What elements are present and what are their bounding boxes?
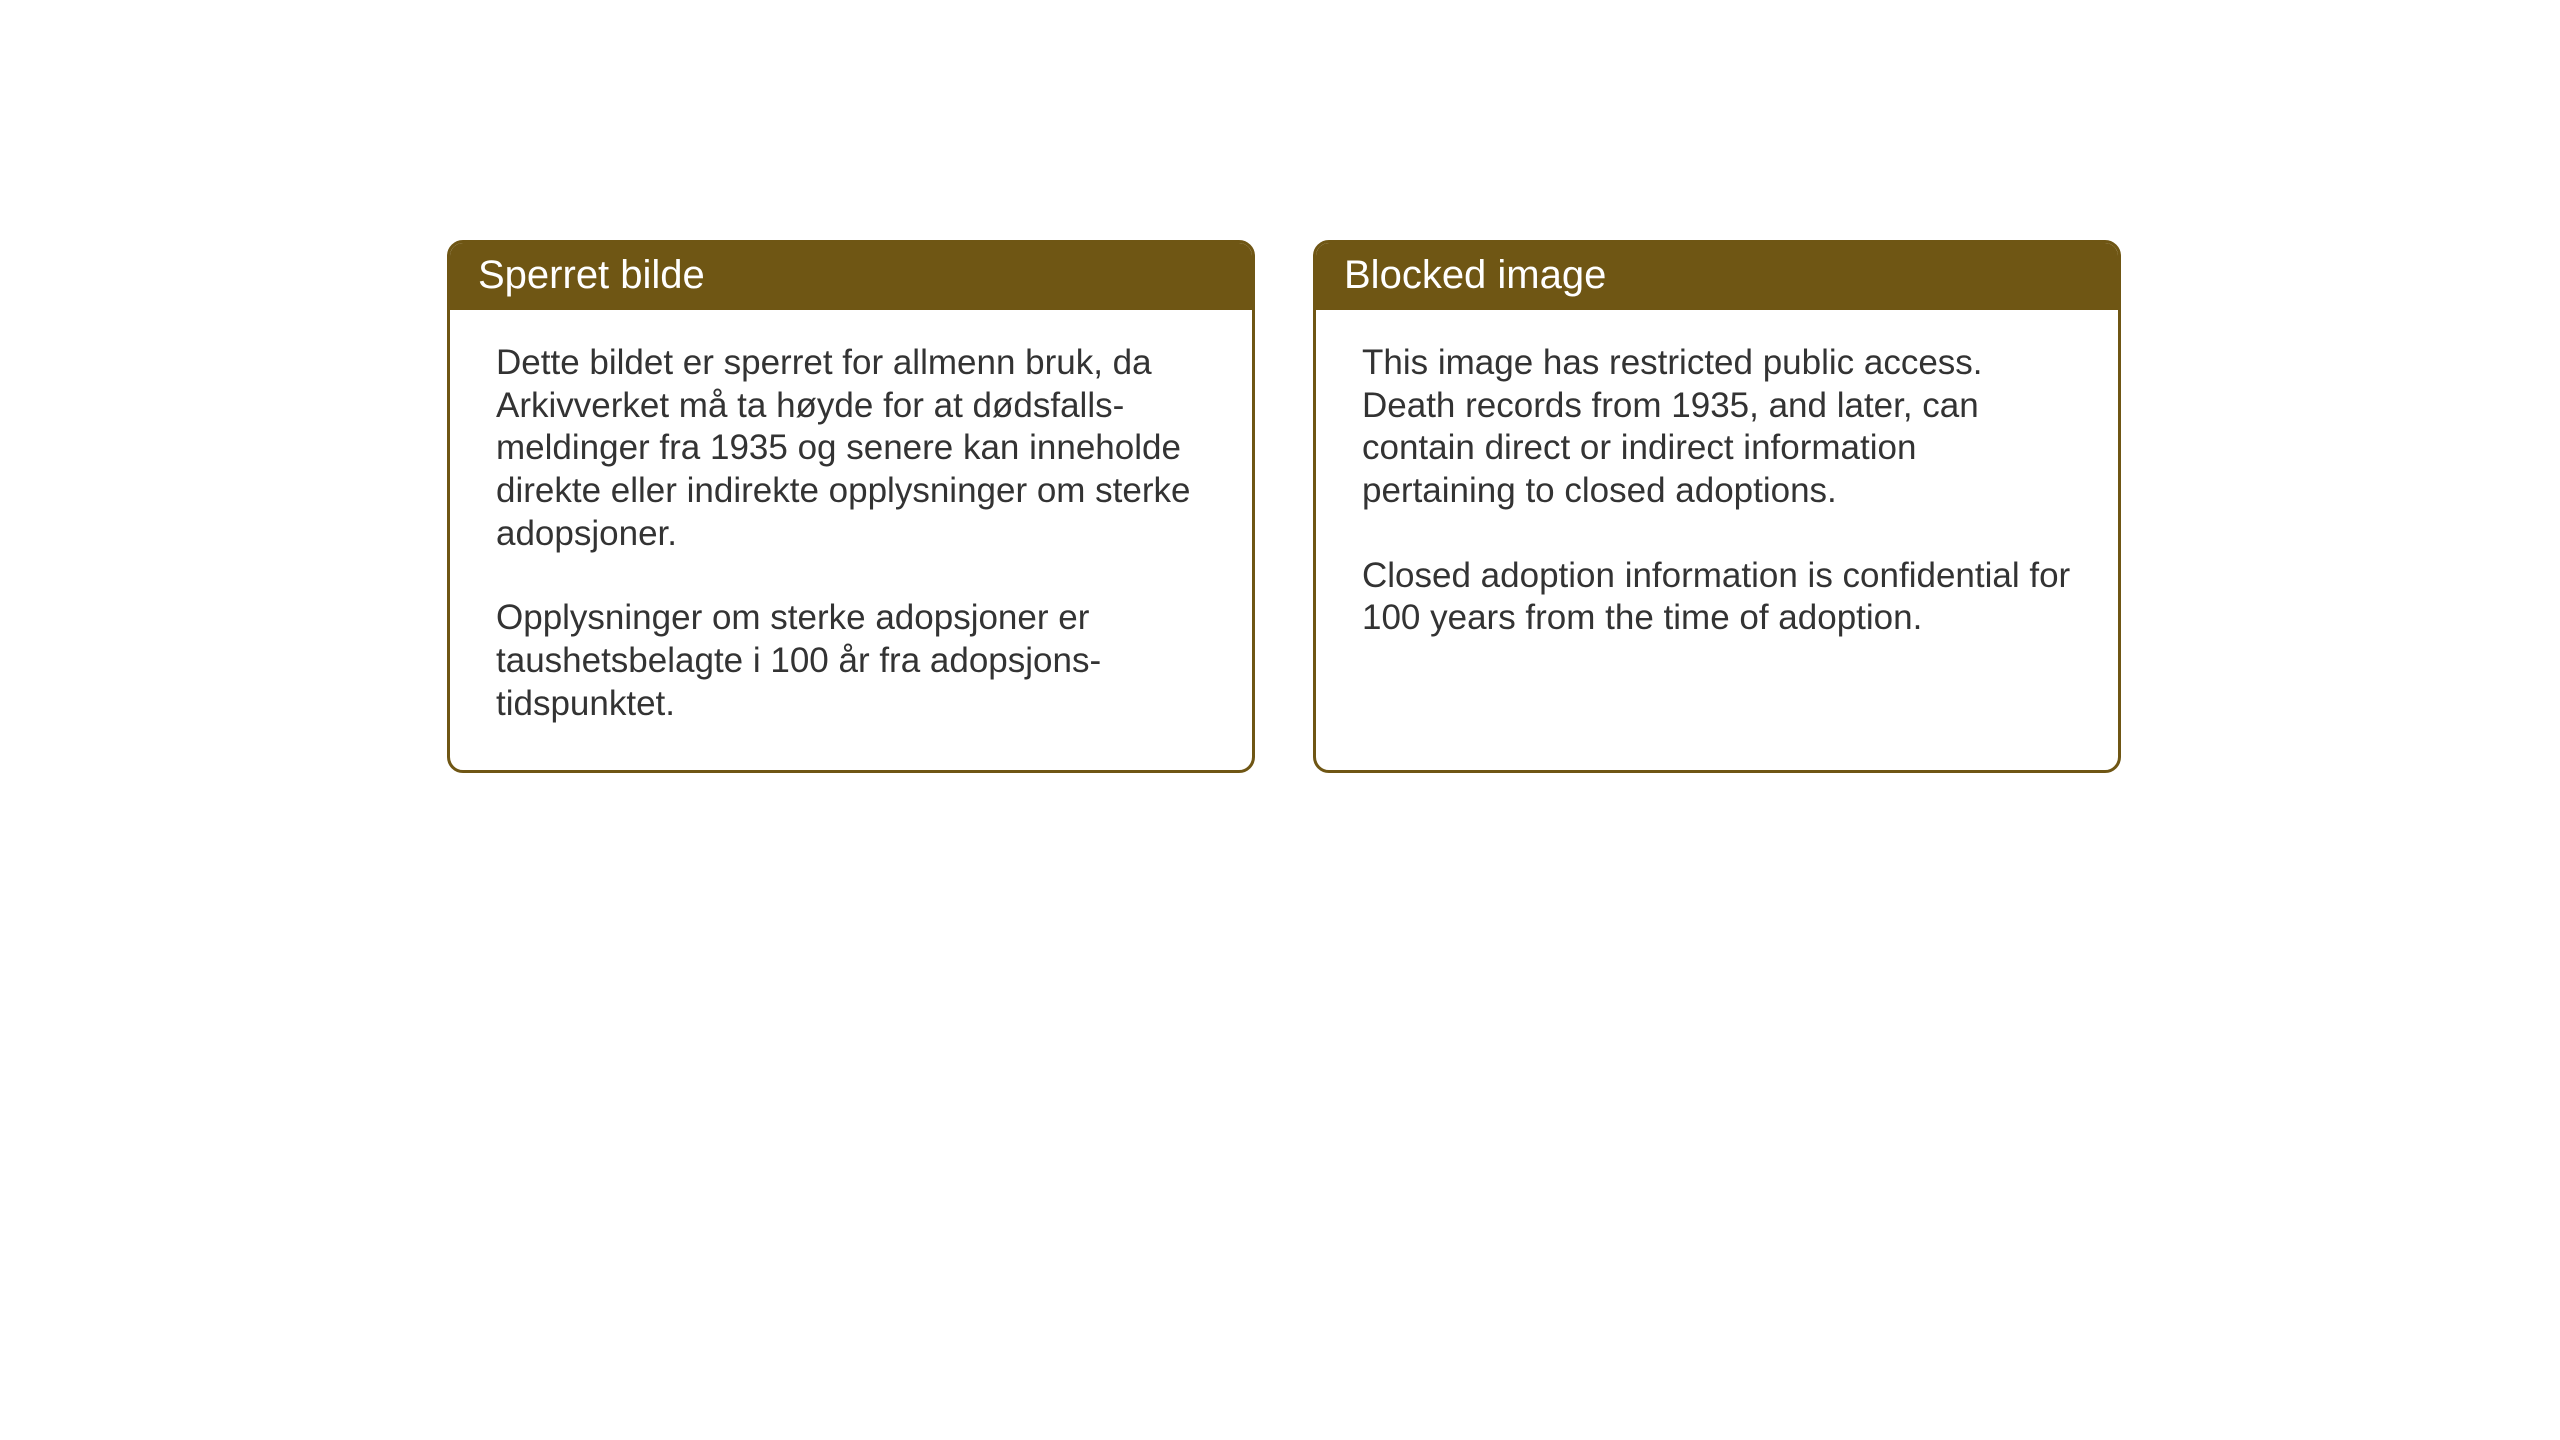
- card-body: This image has restricted public access.…: [1316, 310, 2118, 684]
- card-body: Dette bildet er sperret for allmenn bruk…: [450, 310, 1252, 770]
- card-header: Sperret bilde: [450, 243, 1252, 310]
- notice-card-norwegian: Sperret bilde Dette bildet er sperret fo…: [447, 240, 1255, 773]
- notice-cards-container: Sperret bilde Dette bildet er sperret fo…: [447, 240, 2121, 773]
- card-title: Blocked image: [1344, 253, 1606, 297]
- card-paragraph-1: This image has restricted public access.…: [1362, 342, 2072, 513]
- card-paragraph-2: Closed adoption information is confident…: [1362, 555, 2072, 640]
- card-paragraph-2: Opplysninger om sterke adopsjoner er tau…: [496, 597, 1206, 725]
- card-paragraph-1: Dette bildet er sperret for allmenn bruk…: [496, 342, 1206, 555]
- card-header: Blocked image: [1316, 243, 2118, 310]
- notice-card-english: Blocked image This image has restricted …: [1313, 240, 2121, 773]
- card-title: Sperret bilde: [478, 253, 705, 297]
